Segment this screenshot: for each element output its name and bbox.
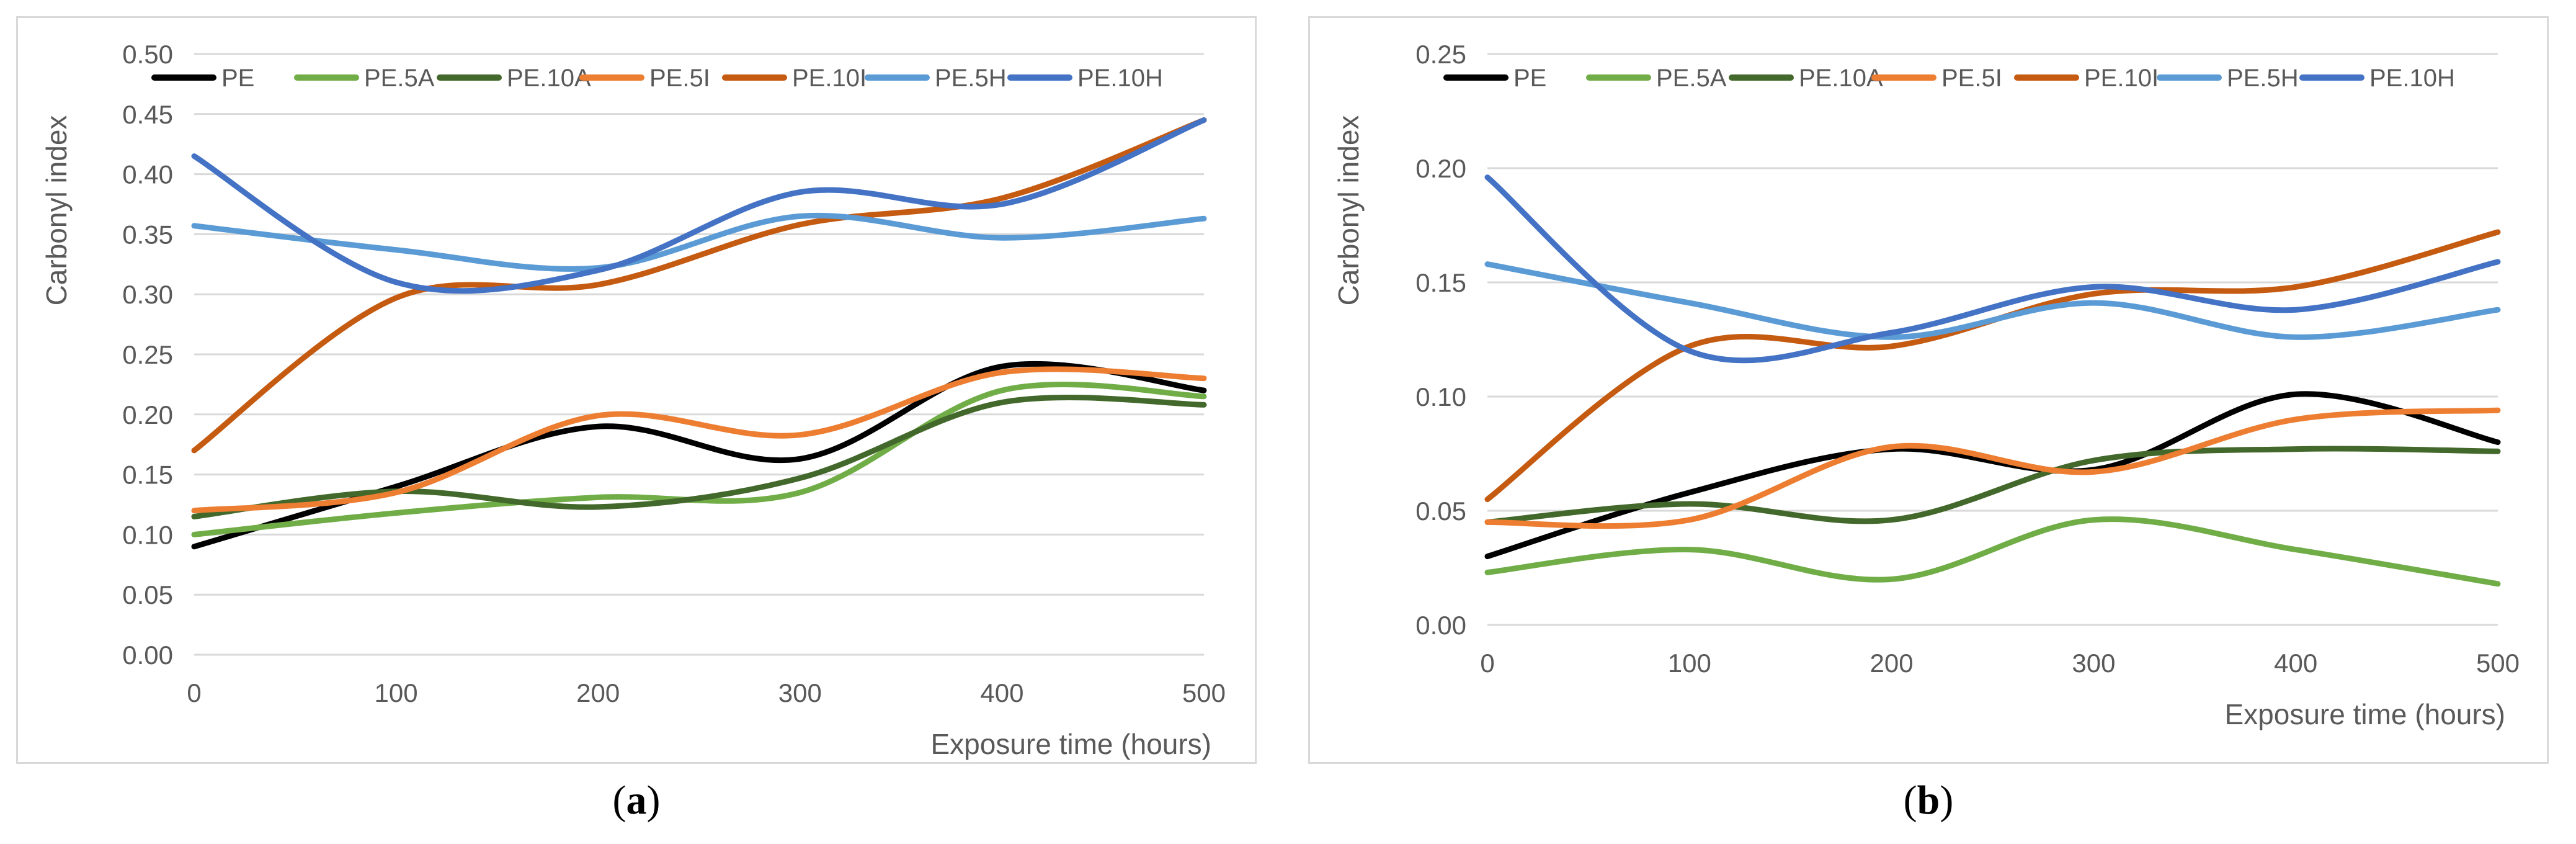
chart-frame-b: 0.00 0.05 0.10 0.15 0.20 0.25 0 100 200 300 400 500… xyxy=(1308,16,2549,764)
chart-panel-a: 0.00 0.05 0.10 0.15 0.20 0.25 0.30 0.35 0.40 0.45… xyxy=(0,0,1284,844)
y-tick-label-a: 0.20 xyxy=(122,400,173,429)
y-axis-title-a: Carbonyl index xyxy=(40,115,73,306)
legend-label-pe-5a-a: PE.5A xyxy=(364,65,435,92)
series-line-pe-b xyxy=(1484,391,2501,560)
y-tick-label-a: 0.40 xyxy=(122,160,173,189)
legend-label-pe-10h-b: PE.10H xyxy=(2369,65,2455,92)
panel-label-b: (b) xyxy=(1903,778,1954,823)
legend-label-pe-5i-a: PE.5I xyxy=(649,65,710,92)
series-line-pe-5i-a xyxy=(191,366,1207,514)
panel-label-a: (a) xyxy=(612,778,661,823)
legend-label-pe-5h-b: PE.5H xyxy=(2227,65,2299,92)
y-tick-label-b: 0.05 xyxy=(1415,496,1466,526)
series-line-pe-10a-a xyxy=(191,395,1207,519)
y-tick-label-b: 0.25 xyxy=(1415,40,1466,69)
legend-label-pe-10i-a: PE.10I xyxy=(792,65,867,92)
y-tick-label-b: 0.15 xyxy=(1415,268,1466,297)
x-tick-label-b: 400 xyxy=(2274,649,2317,678)
series-line-pe-10a-b xyxy=(1484,446,2501,525)
y-tick-label-a: 0.45 xyxy=(122,100,173,129)
x-tick-label-a: 500 xyxy=(1182,678,1226,707)
y-tick-label-a: 0.05 xyxy=(122,580,173,609)
legend-label-pe-10h-a: PE.10H xyxy=(1077,65,1163,92)
y-tick-label-b: 0.20 xyxy=(1415,154,1466,183)
panel-letter-b: b xyxy=(1917,778,1940,823)
line-chart-b: 0.00 0.05 0.10 0.15 0.20 0.25 0 100 200 300 400 500… xyxy=(1332,40,2520,730)
line-chart-a: 0.00 0.05 0.10 0.15 0.20 0.25 0.30 0.35 0.40 0.45… xyxy=(40,40,1226,760)
chart-frame-a: 0.00 0.05 0.10 0.15 0.20 0.25 0.30 0.35 0.40 0.45… xyxy=(16,16,1257,764)
legend-label-pe-10i-b: PE.10I xyxy=(2084,65,2159,92)
legend-label-pe-10a-a: PE.10A xyxy=(507,65,591,92)
x-tick-label-a: 100 xyxy=(375,678,418,707)
y-tick-label-a: 0.30 xyxy=(122,280,173,309)
x-tick-label-b: 200 xyxy=(1870,649,1914,678)
x-axis-title-b: Exposure time (hours) xyxy=(2225,698,2506,730)
series-line-pe-5h-a xyxy=(191,212,1207,272)
series-line-pe-10i-a xyxy=(191,117,1207,454)
x-tick-label-a: 200 xyxy=(576,678,620,707)
y-axis-title-b: Carbonyl index xyxy=(1332,115,1365,306)
series-line-pe-5a-a xyxy=(191,381,1207,537)
y-tick-label-b: 0.10 xyxy=(1415,382,1466,411)
legend-label-pe-b: PE xyxy=(1513,65,1546,92)
panel-letter-a: a xyxy=(626,778,647,823)
y-tick-label-a: 0.50 xyxy=(122,40,173,69)
x-tick-label-b: 500 xyxy=(2476,649,2520,678)
y-tick-label-a: 0.35 xyxy=(122,220,173,249)
legend-label-pe-10a-b: PE.10A xyxy=(1799,65,1883,92)
legend-label-pe-a: PE xyxy=(221,65,254,92)
y-tick-label-a: 0.25 xyxy=(122,340,173,369)
series-line-pe-5h-b xyxy=(1484,261,2501,340)
x-tick-label-a: 0 xyxy=(187,678,201,707)
x-tick-label-a: 300 xyxy=(778,678,822,707)
series-line-pe-10h-b xyxy=(1484,174,2501,364)
x-tick-label-b: 0 xyxy=(1480,649,1494,678)
chart-panel-b: 0.00 0.05 0.10 0.15 0.20 0.25 0 100 200 300 400 500… xyxy=(1292,0,2576,844)
series-line-pe-5i-b xyxy=(1484,407,2501,529)
x-axis-title-a: Exposure time (hours) xyxy=(931,728,1212,760)
y-tick-label-a: 0.10 xyxy=(122,520,173,549)
series-line-pe-5a-b xyxy=(1484,516,2501,587)
legend-label-pe-5i-b: PE.5I xyxy=(1941,65,2002,92)
x-tick-label-b: 100 xyxy=(1668,649,1711,678)
y-tick-label-a: 0.15 xyxy=(122,460,173,490)
y-tick-label-a: 0.00 xyxy=(122,640,173,670)
x-tick-label-b: 300 xyxy=(2072,649,2115,678)
legend-label-pe-5h-a: PE.5H xyxy=(935,65,1007,92)
legend-label-pe-5a-b: PE.5A xyxy=(1656,65,1727,92)
series-line-pe-10h-a xyxy=(191,117,1207,294)
x-tick-label-a: 400 xyxy=(980,678,1023,707)
y-tick-label-b: 0.00 xyxy=(1415,611,1466,640)
